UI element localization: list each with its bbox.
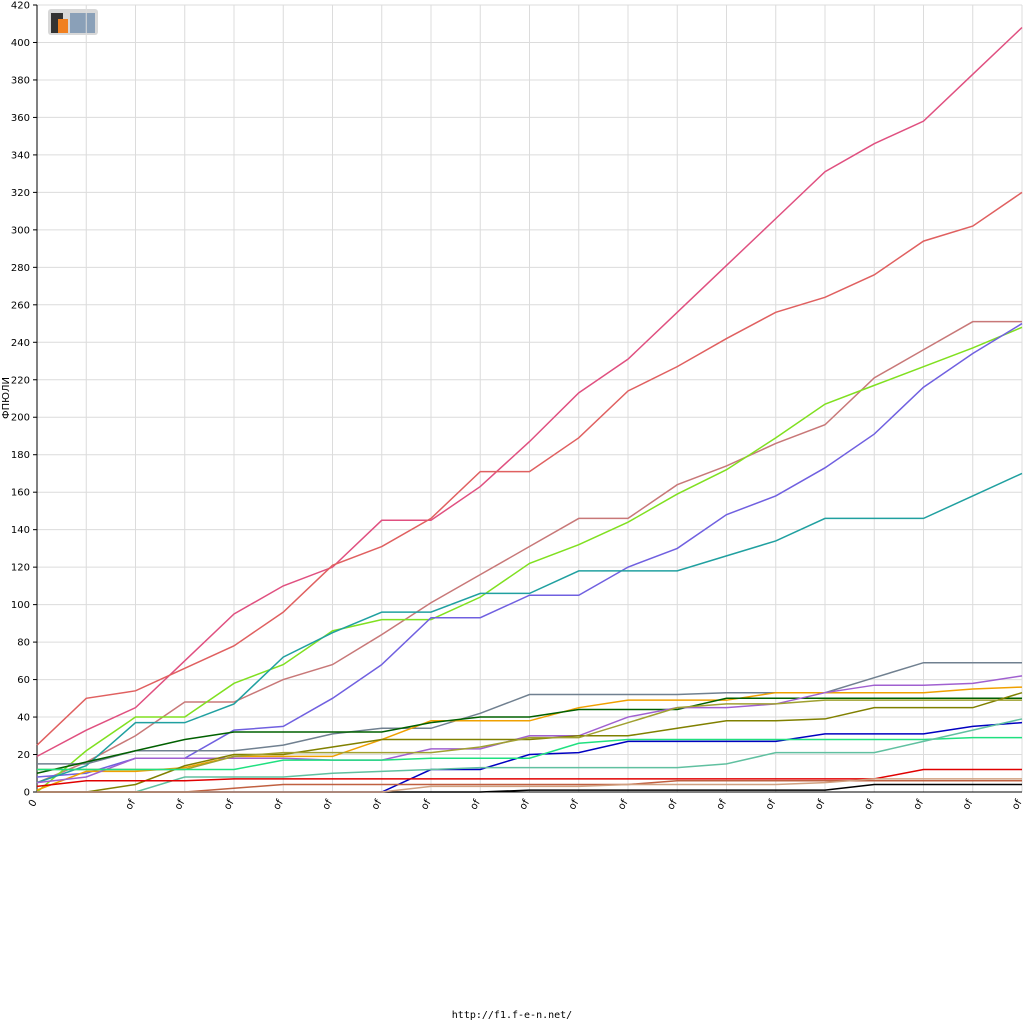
series-line (36, 675, 1023, 784)
logo-part (58, 19, 68, 33)
footer: http://f1.f-e-n.net/ (452, 1010, 572, 1021)
x-tick-label: of (863, 798, 878, 812)
x-tick-label: of (173, 798, 188, 812)
y-tick-label: 280 (11, 263, 30, 274)
x-tick-label: of (666, 798, 681, 812)
y-tick-label: 380 (11, 75, 30, 86)
x-tick-label: of (764, 798, 779, 812)
x-tick-label: of (321, 798, 336, 812)
series-line (37, 699, 1022, 771)
y-axis-label: ФПЮЛИ (1, 377, 12, 419)
series-line (36, 191, 1023, 746)
x-tick-label: of (272, 798, 287, 812)
series-line (37, 661, 1022, 765)
y-tick-label: 0 (24, 788, 30, 799)
y-tick-label: 300 (11, 225, 30, 236)
series-line (36, 697, 1022, 774)
series-line (37, 691, 1023, 793)
x-tick-label: of (813, 798, 828, 812)
x-tick-label: of (616, 798, 631, 812)
y-tick-label: 400 (11, 38, 30, 49)
series-line (36, 768, 1022, 788)
x-tick-label: of (124, 798, 139, 812)
x-tick-label: of (567, 798, 582, 812)
y-tick-label: 120 (11, 563, 30, 574)
x-tick-label: of (912, 798, 927, 812)
series-line (36, 26, 1023, 758)
series-line (37, 718, 1023, 793)
x-tick-label: of (518, 798, 533, 812)
series-line (36, 686, 1023, 791)
logo-part (70, 13, 95, 33)
series-line (36, 322, 1023, 778)
y-tick-label: 40 (17, 713, 30, 724)
y-tick-label: 240 (11, 338, 30, 349)
x-tick-label: of (469, 798, 484, 812)
x-tick-label: of (1010, 798, 1024, 812)
y-tick-label: 100 (11, 600, 30, 611)
series-line (36, 320, 1022, 784)
x-tick-label: 0 (27, 798, 40, 809)
y-tick-label: 360 (11, 113, 30, 124)
y-tick-label: 340 (11, 150, 30, 161)
x-tick-label: of (961, 798, 976, 812)
x-tick-label: of (715, 798, 730, 812)
y-tick-label: 220 (11, 375, 30, 386)
x-tick-label: of (222, 798, 237, 812)
series-line (36, 472, 1023, 784)
x-tick-label: of (419, 798, 434, 812)
series-line (37, 778, 1022, 793)
y-tick-label: 140 (11, 525, 30, 536)
logo (48, 9, 98, 35)
y-tick-label: 260 (11, 300, 30, 311)
y-tick-label: 20 (17, 750, 30, 761)
x-tick-label: of (370, 798, 385, 812)
y-tick-label: 80 (17, 638, 30, 649)
series-line (36, 326, 1023, 793)
y-tick-label: 320 (11, 188, 30, 199)
y-tick-label: 60 (17, 675, 30, 686)
y-tick-label: 160 (11, 488, 30, 499)
series-line (37, 736, 1022, 771)
y-tick-label: 420 (11, 1, 30, 12)
y-tick-label: 200 (11, 413, 30, 424)
y-tick-label: 180 (11, 450, 30, 461)
